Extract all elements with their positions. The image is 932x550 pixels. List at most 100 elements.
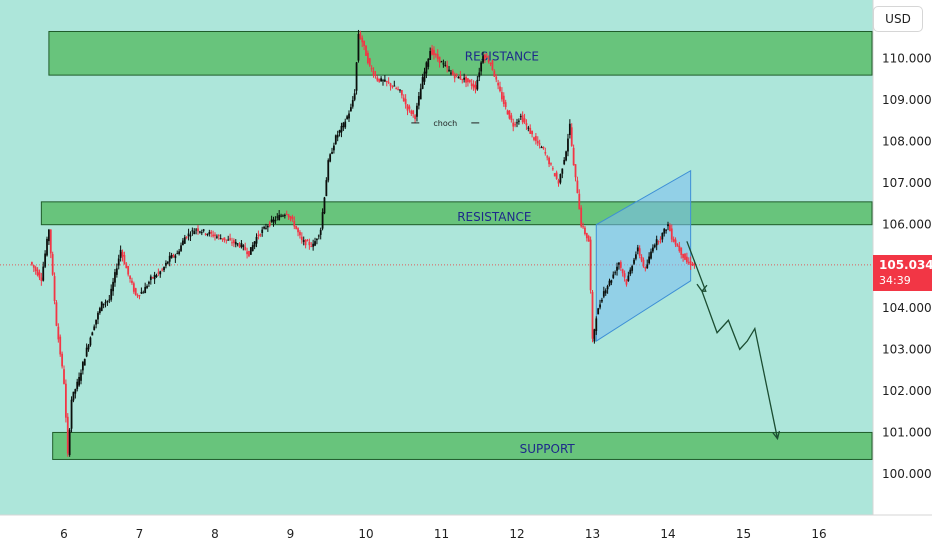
candle-body (268, 222, 271, 226)
currency-selector-button[interactable]: USD (873, 6, 923, 32)
candle-body (674, 239, 677, 245)
x-tick-label: 9 (287, 527, 295, 541)
candle-body (402, 97, 405, 102)
candle-body (148, 281, 150, 284)
candle-body (321, 212, 324, 229)
candle-body (570, 127, 573, 146)
candle-body (174, 255, 177, 259)
candle-body (319, 229, 322, 235)
candle-body (472, 84, 475, 88)
candle-body (336, 134, 339, 138)
candle-body (574, 164, 577, 178)
candle-body (610, 280, 613, 283)
candle-body (366, 52, 369, 63)
candle-body (555, 172, 558, 179)
candle-body (32, 265, 35, 268)
candle-body (661, 232, 664, 240)
candle-body (114, 272, 116, 283)
y-tick-label: 104.000 (882, 301, 932, 315)
candle-body (576, 180, 579, 194)
candle-body (534, 136, 537, 141)
candle-body (323, 197, 326, 214)
candle-body (306, 240, 309, 242)
candle-body (293, 220, 296, 227)
candle-body (104, 302, 107, 304)
candles-layer (31, 29, 696, 457)
zones-layer: RESISTANCE RESISTANCE SUPPORT (40, 30, 873, 460)
candle-body (678, 245, 681, 251)
candle-body (619, 262, 622, 268)
candle-body (431, 48, 433, 55)
candle-body (517, 120, 520, 122)
candle-body (197, 228, 199, 232)
candle-body (270, 219, 273, 222)
candle-body (533, 137, 535, 140)
bearish-flag-channel (595, 169, 692, 342)
candle-body (95, 319, 97, 325)
candle-body (329, 154, 332, 162)
time-axis[interactable]: 6 7 8 9 10 11 12 13 14 15 16 (60, 527, 826, 541)
y-tick-label: 109.000 (882, 93, 932, 107)
candle-body (365, 45, 367, 56)
candle-body (614, 272, 617, 274)
candle-body (112, 281, 114, 292)
candle-body (467, 78, 469, 83)
projection-arrowhead-first-leg (696, 283, 708, 293)
candle-body (638, 248, 641, 256)
candle-body (499, 86, 501, 92)
candle-body (42, 266, 45, 281)
candle-body (151, 277, 154, 279)
candle-body (278, 214, 281, 221)
candle-body (72, 391, 75, 401)
y-tick-label: 106.000 (882, 218, 932, 232)
candle-body (157, 272, 160, 274)
candle-body (672, 238, 675, 242)
candle-body (81, 362, 84, 371)
candle-body (355, 62, 358, 91)
candle-body (680, 247, 683, 255)
candle-body (548, 157, 550, 165)
candle-body (391, 86, 394, 88)
candle-body (248, 250, 250, 257)
candle-body (516, 122, 518, 124)
candle-body (172, 254, 175, 257)
projection-arrowhead (772, 430, 781, 441)
candle-body (591, 291, 594, 339)
candle-body (604, 290, 607, 294)
candle-body (459, 75, 462, 80)
candle-body (57, 326, 60, 340)
candle-body (544, 152, 547, 154)
candle-body (312, 243, 315, 247)
candle-body (46, 238, 48, 256)
candle-body (102, 303, 105, 306)
candle-body (629, 269, 632, 275)
candle-body (455, 73, 458, 76)
candle-body (646, 264, 649, 269)
zone-support-2 (52, 431, 873, 460)
candle-body (93, 326, 96, 331)
candle-body (580, 207, 583, 227)
candle-body (80, 372, 82, 381)
candle-body (149, 276, 152, 280)
candle-body (636, 247, 639, 252)
candle-body (416, 105, 418, 117)
candle-body (502, 95, 505, 105)
candle-body (166, 261, 169, 264)
candle-body (342, 122, 345, 128)
candle-body (602, 291, 605, 297)
candle-body (395, 87, 398, 89)
candle-body (272, 219, 275, 223)
candle-body (40, 277, 43, 281)
candle-body (127, 266, 130, 275)
x-tick-label: 12 (509, 527, 524, 541)
candle-body (331, 151, 333, 154)
candle-body (257, 234, 260, 237)
candle-body (497, 82, 500, 86)
candle-body (317, 235, 320, 237)
candle-body (117, 258, 120, 266)
candle-body (146, 286, 148, 288)
candle-body (621, 269, 624, 274)
candle-body (493, 70, 496, 77)
candle-body (387, 81, 390, 83)
